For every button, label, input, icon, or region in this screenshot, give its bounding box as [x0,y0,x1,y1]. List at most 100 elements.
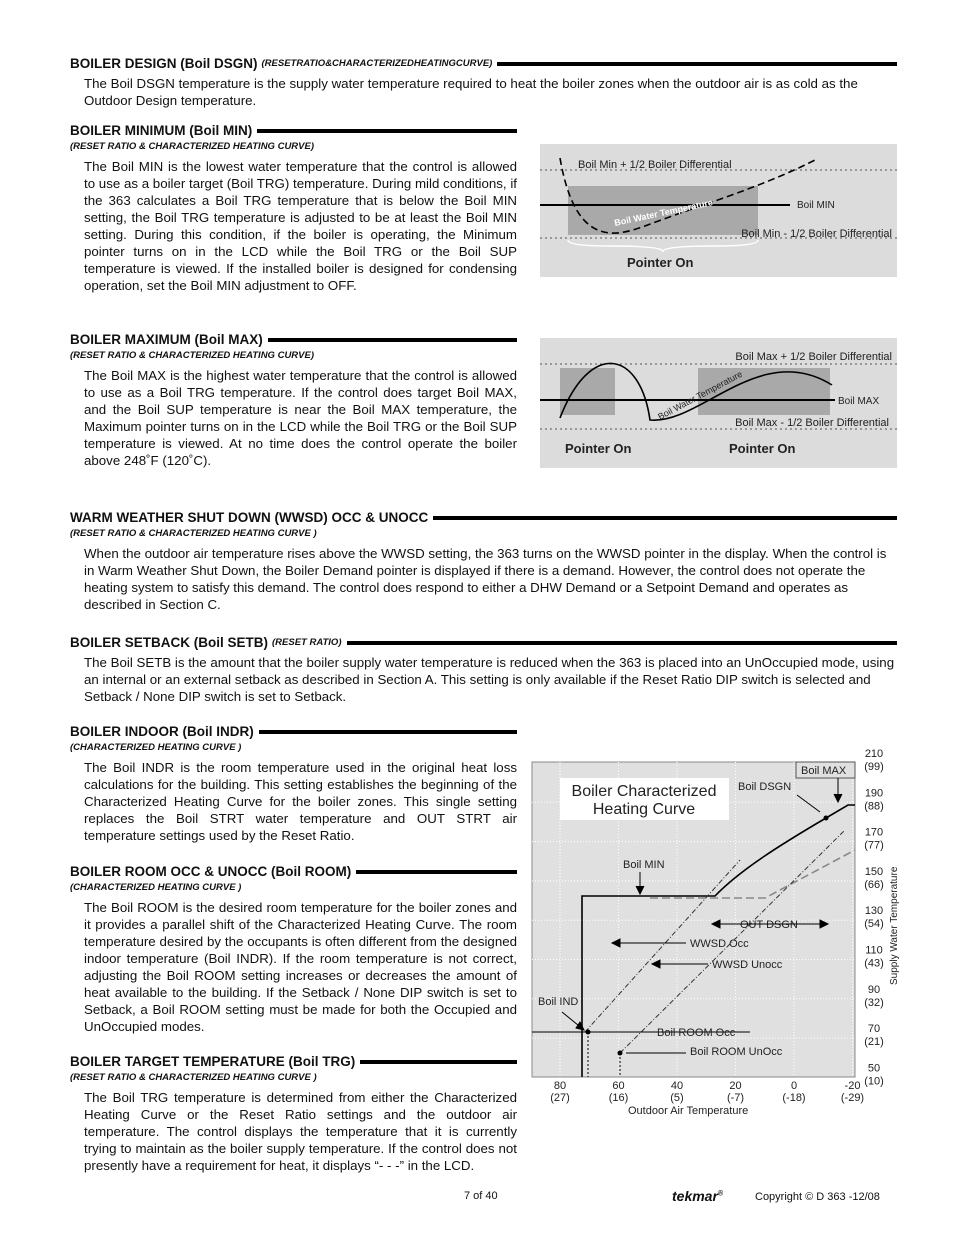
figure-label: OUT DSGN [740,919,798,931]
figure-label: 170 [865,827,883,839]
figure-label: 60 [612,1080,624,1092]
figure-label: (-18) [782,1092,805,1104]
section-header: BOILER TARGET TEMPERATURE (Boil TRG) [70,1053,517,1070]
figure-label: (99) [864,761,884,773]
section-tag: (RESET RATIO & CHARACTERIZED HEATING CUR… [70,1072,317,1083]
figure-line [796,794,821,813]
figure-label: Pointer On [627,255,694,270]
figure-label: (43) [864,958,884,970]
figure-path [610,938,621,948]
figure-label: WWSD Unocc [712,959,783,971]
figure-label: Boil MIN [623,859,665,871]
figure-label: Boil ROOM UnOcc [690,1046,783,1058]
brand-name: tekmar [672,1188,718,1204]
paragraph: The Boil SETB is the amount that the boi… [84,655,895,704]
figure-label: (21) [864,1036,884,1048]
heading-rule [257,128,517,133]
figure-label: Boil Max + 1/2 Boiler Differential [735,351,892,363]
figure-label: (-7) [727,1092,744,1104]
figure-label: (16) [609,1092,629,1104]
section-header: BOILER ROOM OCC & UNOCC (Boil ROOM) [70,863,517,880]
section-header: BOILER INDOOR (Boil INDR) [70,723,517,740]
figure-label: Boil MAX [838,396,879,407]
pointer-band [568,186,758,235]
section-heading: BOILER MAXIMUM (Boil MAX) [70,332,263,347]
section-tag: (RESET RATIO & CHARACTERIZED HEATING CUR… [70,350,315,361]
figure-path [559,157,816,234]
figure-label: (32) [864,997,884,1009]
section: BOILER DESIGN (Boil DSGN) (RESETRATIO&CHA… [70,55,897,109]
figure-label: (66) [864,879,884,891]
figure-path [619,829,846,1054]
figure-path [650,849,856,899]
section-heading: WARM WEATHER SHUT DOWN (WWSD) OCC & UNOC… [70,510,429,525]
section: BOILER MINIMUM (Boil MIN) (RESET RATIO & … [70,122,517,294]
figure-label: (5) [670,1092,683,1104]
section: WARM WEATHER SHUT DOWN (WWSD) OCC & UNOC… [70,509,897,613]
point [823,815,829,821]
figure-label: 110 [865,945,883,957]
figure-path [575,1021,585,1031]
heading-rule [433,515,897,520]
section: BOILER TARGET TEMPERATURE (Boil TRG) (RES… [70,1053,517,1174]
figure-path [833,793,843,804]
brand-mark: ® [717,1190,724,1198]
figure-label: Boil IND [538,996,578,1008]
page-number: 7 of 40 [464,1190,498,1202]
figure-label: Pointer On [729,441,796,456]
figure-label: WWSD Occ [690,938,749,950]
figure-label: (54) [864,918,884,930]
figure-label: -20 [845,1080,861,1092]
paragraph: When the outdoor air temperature rises a… [84,546,887,612]
paragraph: The Boil MAX is the highest water temper… [84,368,517,468]
figure-path [584,859,741,1033]
section-header: WARM WEATHER SHUT DOWN (WWSD) OCC & UNOC… [70,509,897,526]
figure-path [559,362,833,421]
section-tag: (CHARACTERIZED HEATING CURVE ) [70,742,242,753]
figure-label: (77) [864,840,884,852]
section-heading: BOILER SETBACK (Boil SETB) [70,635,268,650]
figure-label: Boiler Characterized [572,783,717,800]
figure-label: Boil Min - 1/2 Boiler Differential [741,228,892,240]
paragraph: The Boil INDR is the room temperature us… [84,760,517,843]
copyright: Copyright © D 363 -12/08 [755,1191,880,1203]
figure-label: Supply Water Temperature [889,866,900,985]
section-header: BOILER SETBACK (Boil SETB) (RESET RATIO) [70,634,897,651]
section-header: BOILER MAXIMUM (Boil MAX) [70,331,517,348]
label-box [795,761,856,779]
heading-rule [346,640,897,645]
figure-label: 210 [865,748,883,760]
heading-rule [258,729,517,734]
figure-path [819,919,830,929]
section-tag: (RESETRATIO&CHARACTERIZEDHEATINGCURVE) [261,57,493,69]
figure-label: 90 [868,984,880,996]
section-heading: BOILER DESIGN (Boil DSGN) [70,56,258,71]
section-header: BOILER DESIGN (Boil DSGN) (RESETRATIO&CHA… [70,55,897,72]
figure-label: (-29) [841,1092,864,1104]
heading-rule [360,1059,517,1064]
section-header: BOILER MINIMUM (Boil MIN) [70,122,517,139]
heading-rule [267,337,517,342]
section-heading: BOILER ROOM OCC & UNOCC (Boil ROOM) [70,864,352,879]
section-tag: (CHARACTERIZED HEATING CURVE ) [70,882,242,893]
figure-path [567,239,759,253]
figure-label: (88) [864,800,884,812]
section-tag: (RESET RATIO & CHARACTERIZED HEATING CUR… [70,528,317,539]
figure-label: 190 [865,787,883,799]
figure-label: Heating Curve [593,801,695,818]
figure-path [710,919,721,929]
section: BOILER SETBACK (Boil SETB) (RESET RATIO) T… [70,634,897,705]
figure-label: 0 [791,1080,797,1092]
figure-label: Boil ROOM Occ [657,1027,736,1039]
figure-label: 130 [865,905,883,917]
figure-label: (10) [864,1075,884,1087]
figure-label: Outdoor Air Temperature [628,1105,748,1117]
section-heading: BOILER TARGET TEMPERATURE (Boil TRG) [70,1054,356,1069]
paragraph: The Boil MIN is the lowest water tempera… [84,159,517,293]
figure-label: 150 [865,866,883,878]
figure-label: 80 [554,1080,566,1092]
pointer-band [560,368,615,415]
brand: tekmar® [672,1188,723,1204]
